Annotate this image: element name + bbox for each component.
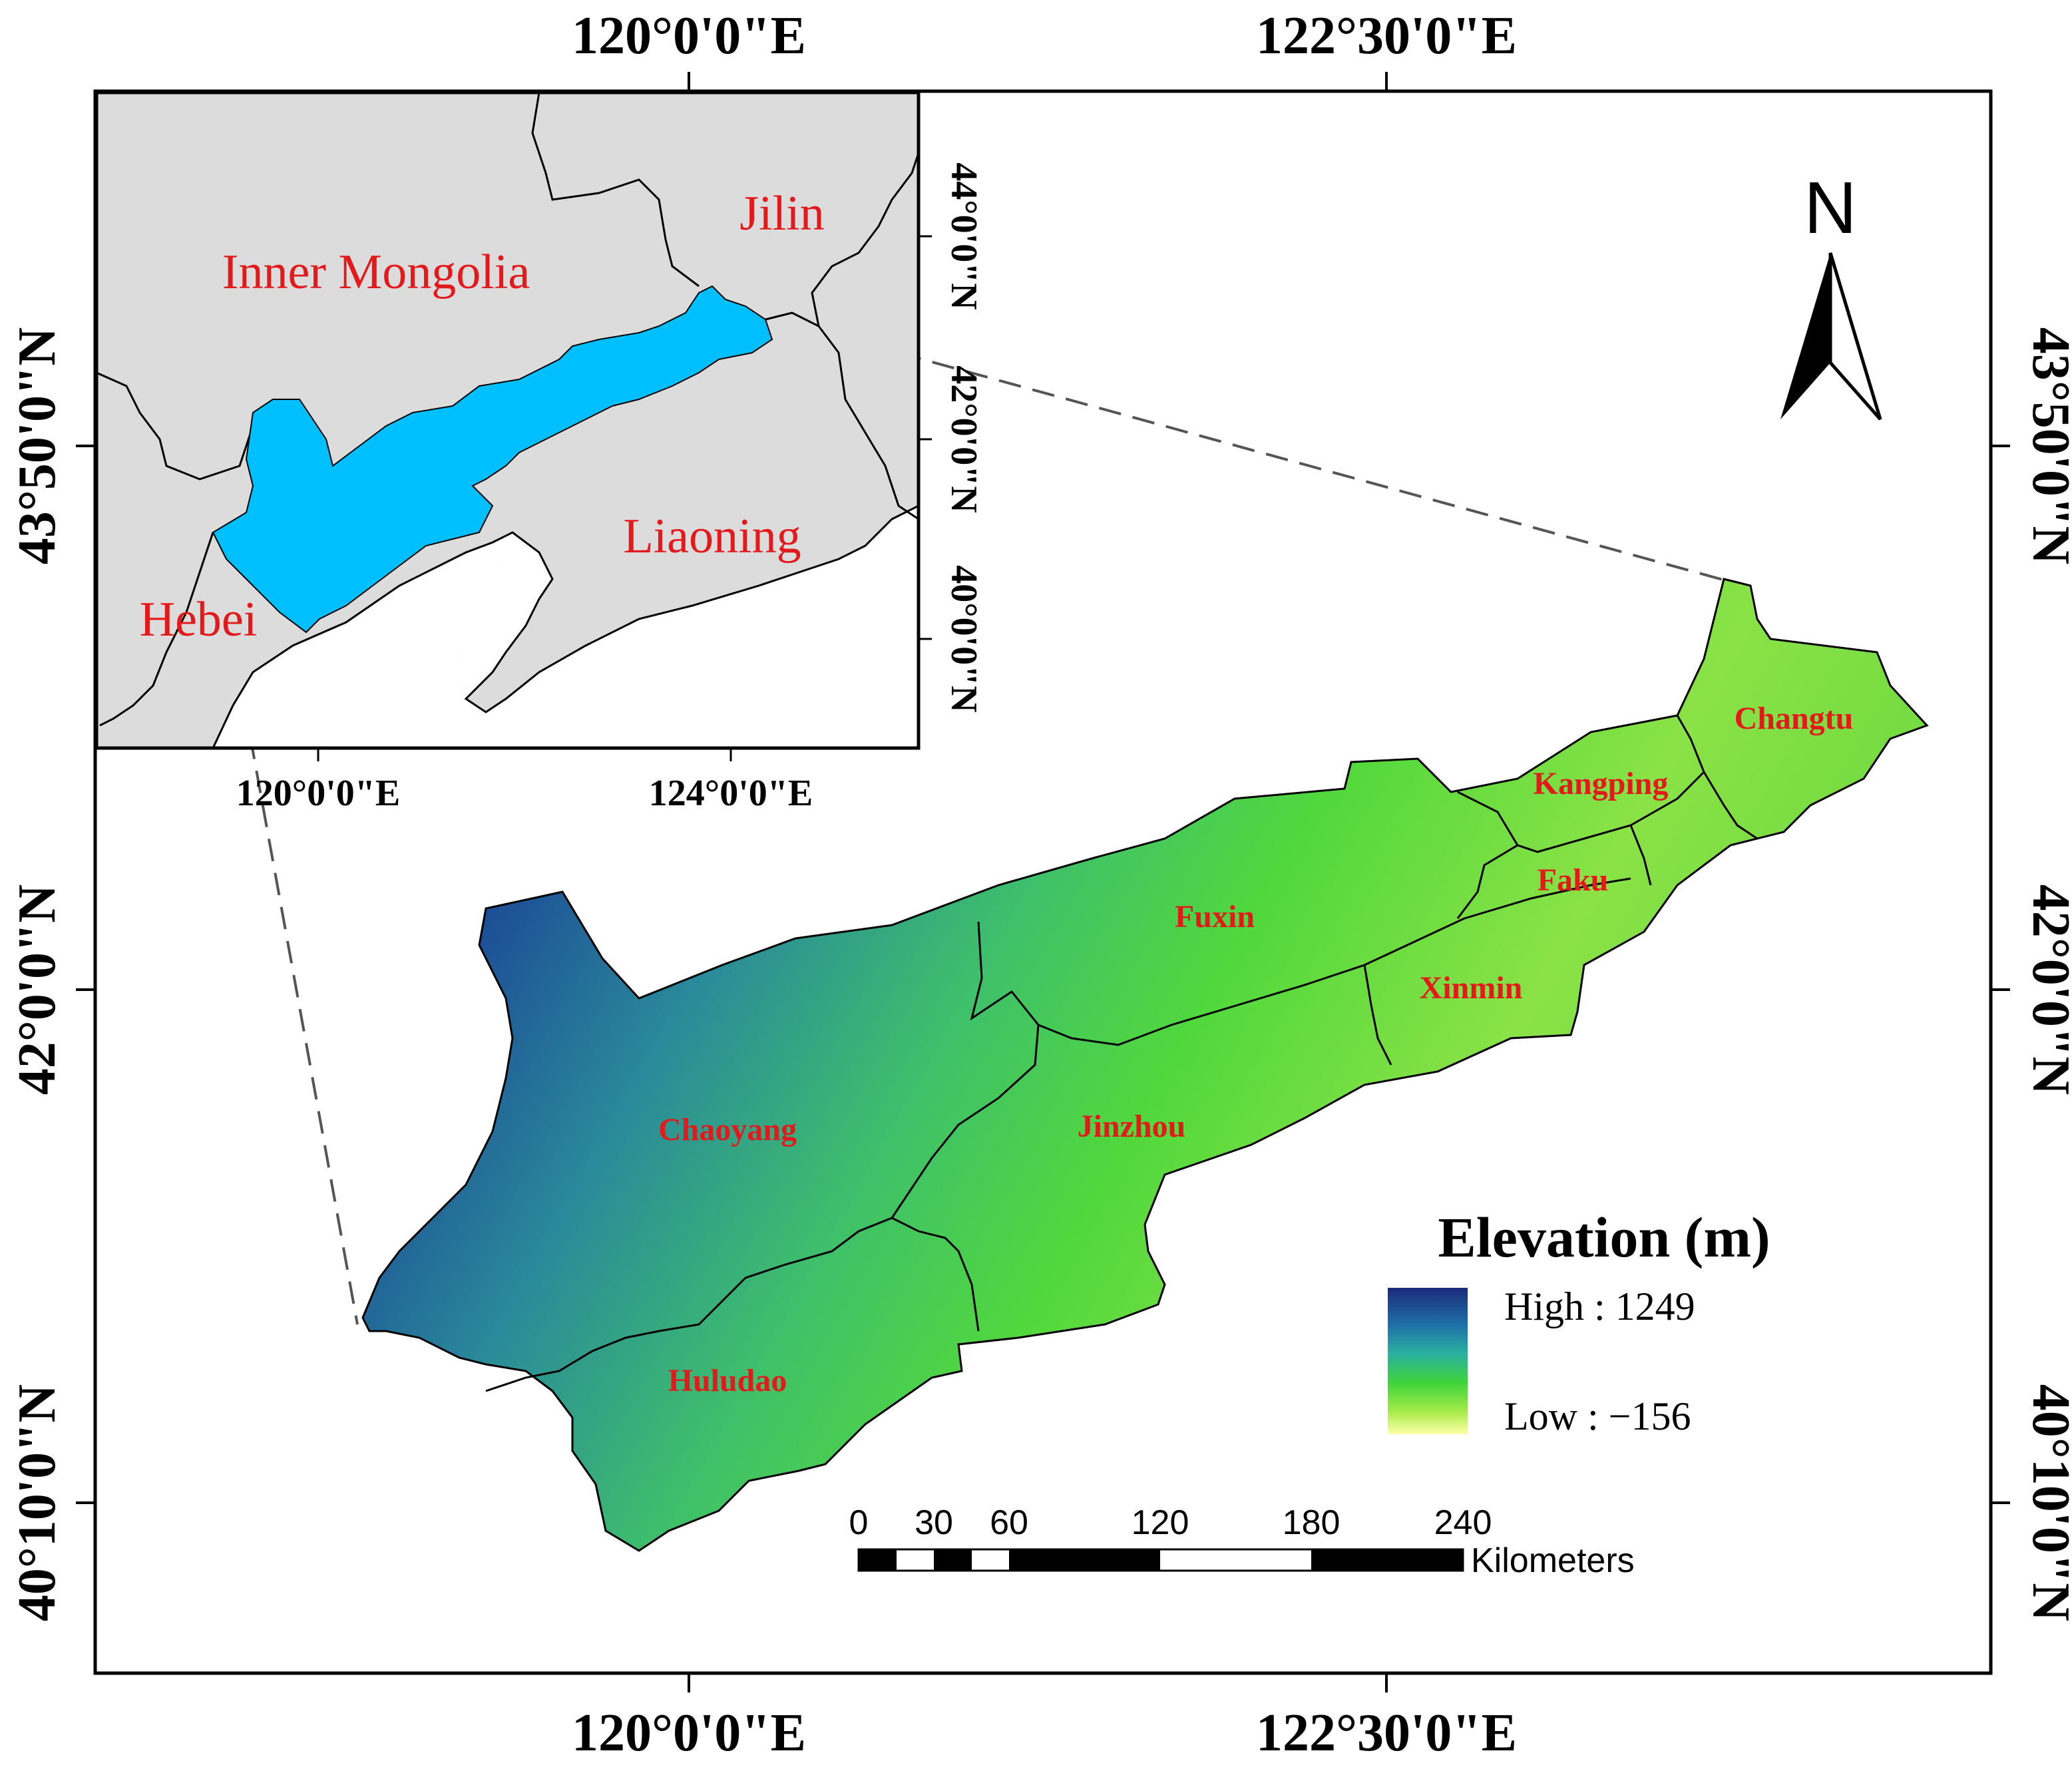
- frame-label-left-2: 40°10'0"N: [8, 1384, 67, 1621]
- scale-bar-segment: [897, 1557, 934, 1564]
- inset-lon-label-1: 124°0'0"E: [649, 773, 813, 814]
- scale-bar-segment: [1160, 1557, 1311, 1564]
- legend-low: Low : −156: [1504, 1394, 1691, 1438]
- scale-tick-180: 180: [1283, 1503, 1341, 1542]
- north-arrow-right-half: [1828, 252, 1882, 421]
- frame-label-right-2: 40°10'0"N: [2021, 1384, 2072, 1621]
- scale-bar-segment: [859, 1549, 897, 1571]
- district-label-fuxin: Fuxin: [1175, 899, 1255, 934]
- north-arrow-left-half: [1780, 253, 1830, 419]
- scale-tick-0: 0: [849, 1503, 869, 1542]
- inset-map: Inner Mongolia Jilin Liaoning Hebei 120°…: [95, 91, 984, 814]
- scale-bar-ticks: 0 30 60 120 180 240: [849, 1503, 1492, 1542]
- inset-study-area: [212, 285, 773, 634]
- north-arrow: N: [1780, 167, 1882, 421]
- frame-label-right-0: 43°50'0"N: [2021, 327, 2072, 564]
- district-label-huludao: Huludao: [668, 1363, 787, 1398]
- scale-bar-unit: Kilometers: [1471, 1541, 1635, 1580]
- district-label-chaoyang: Chaoyang: [658, 1112, 797, 1147]
- frame-label-top-0: 120°0'0"E: [572, 7, 806, 65]
- inset-label-liaoning: Liaoning: [623, 509, 801, 564]
- legend: Elevation (m) High : 1249 Low : −156: [1388, 1205, 1770, 1438]
- inset-sea: [213, 506, 919, 748]
- inset-lat-label-2: 40°0'0"N: [943, 565, 984, 712]
- inset-lat-label-0: 44°0'0"N: [943, 162, 984, 309]
- legend-title: Elevation (m): [1438, 1205, 1770, 1269]
- legend-high: High : 1249: [1504, 1284, 1695, 1328]
- scale-tick-60: 60: [990, 1503, 1028, 1542]
- frame-label-bottom-0: 120°0'0"E: [572, 1704, 806, 1762]
- scale-bar-segment: [1009, 1549, 1160, 1571]
- district-label-xinmin: Xinmin: [1420, 970, 1523, 1006]
- inset-label-hebei: Hebei: [140, 592, 258, 647]
- inset-frame: [95, 91, 921, 750]
- scale-bar: 0 30 60 120 180 240 Kilometers: [849, 1503, 1635, 1580]
- inset-lat-label-1: 42°0'0"N: [943, 365, 984, 512]
- inset-lon-label-0: 120°0'0"E: [236, 773, 400, 814]
- inset-label-jilin: Jilin: [739, 186, 824, 241]
- district-label-jinzhou: Jinzhou: [1078, 1109, 1186, 1144]
- north-arrow-letter: N: [1804, 167, 1856, 249]
- scale-bar-segment: [972, 1557, 1009, 1564]
- district-labels: Changtu Kangping Faku Fuxin Xinmin Chaoy…: [658, 701, 1853, 1398]
- inset-connector-lines: [212, 315, 1726, 1325]
- frame-label-right-1: 42°0'0"N: [2021, 884, 2072, 1095]
- frame-ticks: [76, 72, 2010, 1692]
- inset-label-inner-mongolia: Inner Mongolia: [222, 245, 530, 299]
- frame-label-left-0: 43°50'0"N: [8, 327, 67, 564]
- inset-region-labels: Inner Mongolia Jilin Liaoning Hebei: [140, 186, 825, 647]
- district-label-kangping: Kangping: [1534, 766, 1669, 801]
- scale-bar-segment: [1311, 1549, 1463, 1571]
- scale-tick-30: 30: [915, 1503, 953, 1542]
- district-label-changtu: Changtu: [1735, 701, 1854, 736]
- inset-ticks: [317, 235, 932, 761]
- scale-bar-segment: [934, 1549, 972, 1571]
- frame-label-left-1: 42°0'0"N: [8, 884, 67, 1095]
- inset-bay: [459, 532, 552, 699]
- scale-tick-240: 240: [1434, 1503, 1492, 1542]
- district-boundaries: [485, 715, 1758, 1392]
- scale-tick-120: 120: [1132, 1503, 1189, 1542]
- frame-label-bottom-1: 122°30'0"E: [1256, 1704, 1517, 1762]
- legend-color-ramp: [1388, 1288, 1468, 1434]
- frame-label-top-1: 122°30'0"E: [1256, 7, 1517, 65]
- district-label-faku: Faku: [1538, 863, 1609, 898]
